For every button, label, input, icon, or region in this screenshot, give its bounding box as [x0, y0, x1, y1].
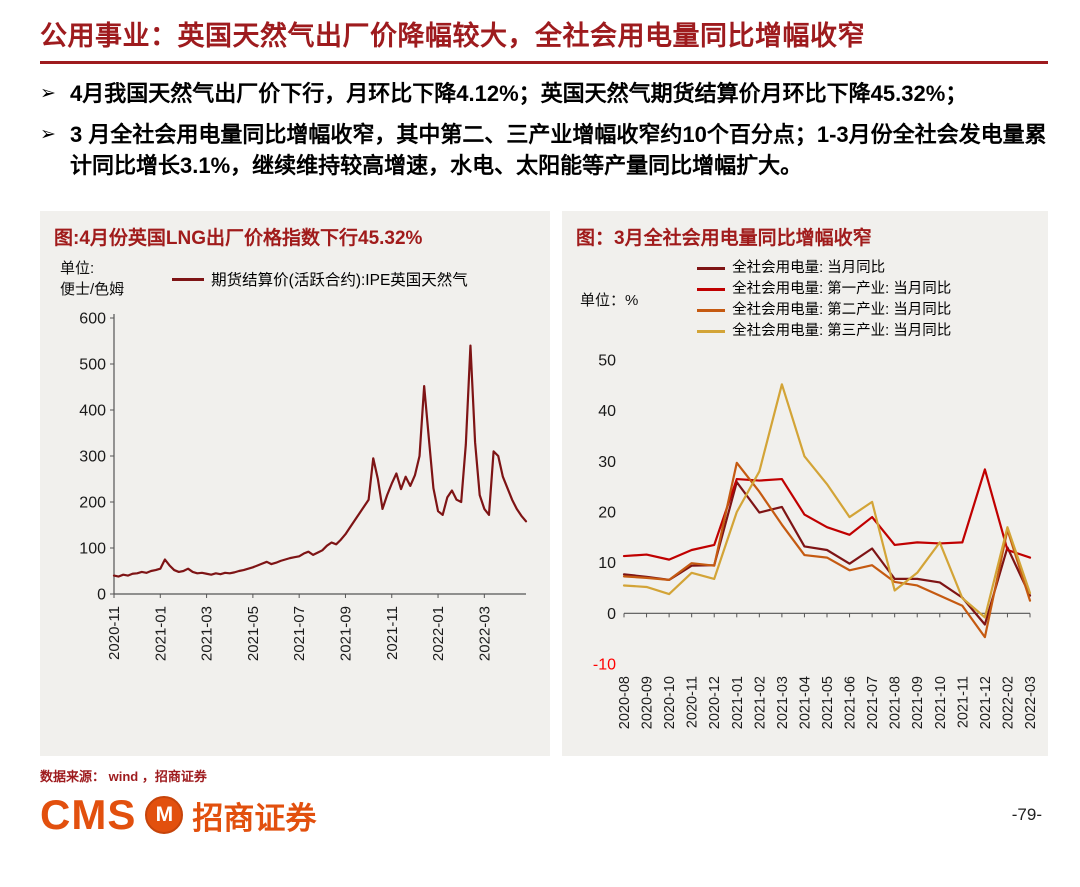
legend-item: 全社会用电量: 当月同比	[697, 258, 951, 279]
unit-label-electricity: 单位：%	[580, 291, 639, 309]
svg-text:2020-11: 2020-11	[685, 676, 701, 728]
legend-label: 全社会用电量: 第二产业: 当月同比	[732, 302, 952, 318]
chart-title-electricity: 图：3月全社会用电量同比增幅收窄	[576, 228, 872, 249]
svg-text:10: 10	[598, 555, 616, 572]
svg-text:2021-07: 2021-07	[291, 606, 308, 661]
bullet-arrow-icon: ➢	[40, 83, 56, 104]
legend-label: 期货结算价(活跃合约):IPE英国天然气	[211, 272, 468, 289]
chart-head-electricity: 单位：% 全社会用电量: 当月同比全社会用电量: 第一产业: 当月同比 全社会用电…	[580, 258, 1036, 342]
legend-gas: 期货结算价(活跃合约):IPE英国天然气	[172, 268, 468, 290]
svg-text:20: 20	[598, 505, 616, 522]
svg-text:2021-08: 2021-08	[888, 676, 904, 729]
svg-text:2021-05: 2021-05	[820, 676, 836, 729]
svg-text:600: 600	[79, 311, 106, 328]
key-points: ➢ 4月我国天然气出厂价下行，月环比下降4.12%；英国天然气期货结算价月环比下降…	[40, 78, 1048, 191]
svg-text:2021-04: 2021-04	[797, 676, 813, 729]
legend-label: 全社会用电量: 当月同比	[732, 260, 886, 276]
svg-text:2020-09: 2020-09	[640, 676, 656, 729]
svg-text:300: 300	[79, 449, 106, 466]
cms-emblem-icon: M	[145, 796, 184, 834]
charts-row: 图:4月份英国LNG出厂价格指数下行45.32% 单位: 便士/色姆 期货结算价…	[40, 211, 1048, 756]
svg-text:2021-11: 2021-11	[384, 606, 401, 660]
svg-text:2021-11: 2021-11	[955, 676, 971, 728]
svg-text:2022-01: 2022-01	[430, 606, 447, 661]
svg-text:2021-09: 2021-09	[337, 606, 354, 661]
svg-text:2021-01: 2021-01	[730, 676, 746, 729]
svg-text:2020-11: 2020-11	[106, 606, 123, 660]
legend-line-swatch	[697, 288, 726, 291]
svg-text:50: 50	[598, 353, 616, 370]
footer-bar: CMS M 招商证券 -79-	[40, 791, 1048, 839]
cms-chinese-name: 招商证券	[192, 800, 317, 836]
legend-item: 全社会用电量: 第二产业: 当月同比	[697, 300, 951, 321]
svg-text:2021-05: 2021-05	[245, 606, 262, 661]
svg-text:2021-03: 2021-03	[775, 676, 791, 729]
svg-text:2021-10: 2021-10	[933, 676, 949, 729]
svg-text:2022-03: 2022-03	[476, 606, 493, 661]
chart-title-gas: 图:4月份英国LNG出厂价格指数下行45.32%	[54, 228, 423, 249]
svg-text:2020-08: 2020-08	[617, 676, 633, 729]
svg-text:400: 400	[79, 403, 106, 420]
svg-text:2020-12: 2020-12	[707, 676, 723, 729]
bullet-text: 4月我国天然气出厂价下行，月环比下降4.12%；英国天然气期货结算价月环比下降4…	[70, 81, 968, 106]
svg-text:2021-12: 2021-12	[978, 676, 994, 729]
unit-line-1: 单位:	[60, 260, 95, 277]
svg-text:2021-09: 2021-09	[910, 676, 926, 729]
svg-text:2021-03: 2021-03	[199, 606, 216, 661]
svg-text:-10: -10	[593, 657, 616, 674]
cms-logo: CMS M 招商证券	[40, 791, 316, 839]
chart-panel-gas: 图:4月份英国LNG出厂价格指数下行45.32% 单位: 便士/色姆 期货结算价…	[40, 211, 550, 756]
svg-text:2021-06: 2021-06	[843, 676, 859, 729]
legend-line-swatch	[697, 330, 726, 333]
svg-text:2022-03: 2022-03	[1023, 676, 1039, 729]
title-underline	[40, 61, 1048, 64]
unit-line-2: 便士/色姆	[60, 281, 125, 298]
page-number: -79-	[1011, 805, 1042, 824]
svg-text:0: 0	[97, 587, 106, 604]
bullet-text: 3 月全社会用电量同比增幅收窄，其中第二、三产业增幅收窄约10个百分点；1-3月…	[70, 122, 1047, 178]
emblem-letter: M	[155, 803, 174, 826]
svg-text:500: 500	[79, 357, 106, 374]
legend-label: 全社会用电量: 第一产业: 当月同比	[732, 281, 952, 297]
svg-text:2020-10: 2020-10	[662, 676, 678, 729]
legend-line-swatch	[697, 309, 726, 312]
svg-text:0: 0	[607, 606, 616, 623]
chart-panel-electricity: 图：3月全社会用电量同比增幅收窄 单位：% 全社会用电量: 当月同比 全社会用电量…	[562, 211, 1048, 756]
unit-label-gas: 单位: 便士/色姆	[60, 258, 124, 300]
data-source: 数据来源： wind ，招商证券	[40, 769, 207, 784]
chart-head-gas: 单位: 便士/色姆 期货结算价(活跃合约):IPE英国天然气	[60, 258, 538, 300]
svg-text:30: 30	[598, 454, 616, 471]
svg-text:2022-02: 2022-02	[1000, 676, 1016, 729]
svg-text:40: 40	[598, 403, 616, 420]
legend-line-swatch	[697, 267, 726, 270]
svg-text:200: 200	[79, 495, 106, 512]
legend-electricity: 全社会用电量: 当月同比全社会用电量: 第一产业: 当月同比 全社会用电量: 第二…	[697, 258, 977, 342]
page-title: 公用事业：英国天然气出厂价降幅较大，全社会用电量同比增幅收窄	[40, 21, 865, 51]
legend-label: 全社会用电量: 第三产业: 当月同比	[732, 323, 952, 339]
bullet-item: ➢ 4月我国天然气出厂价下行，月环比下降4.12%；英国天然气期货结算价月环比下降…	[40, 78, 1048, 109]
cms-wordmark: CMS	[40, 791, 137, 838]
svg-text:2021-01: 2021-01	[152, 606, 169, 661]
svg-text:2021-07: 2021-07	[865, 676, 881, 729]
legend-item: 全社会用电量: 第三产业: 当月同比	[697, 321, 951, 342]
bullet-arrow-icon: ➢	[40, 124, 56, 145]
svg-text:2021-02: 2021-02	[752, 676, 768, 729]
svg-text:100: 100	[79, 541, 106, 558]
legend-item: 全社会用电量: 第一产业: 当月同比	[697, 279, 951, 300]
legend-line-swatch	[172, 277, 205, 281]
bullet-item: ➢ 3 月全社会用电量同比增幅收窄，其中第二、三产业增幅收窄约10个百分点；1-3…	[40, 119, 1048, 181]
